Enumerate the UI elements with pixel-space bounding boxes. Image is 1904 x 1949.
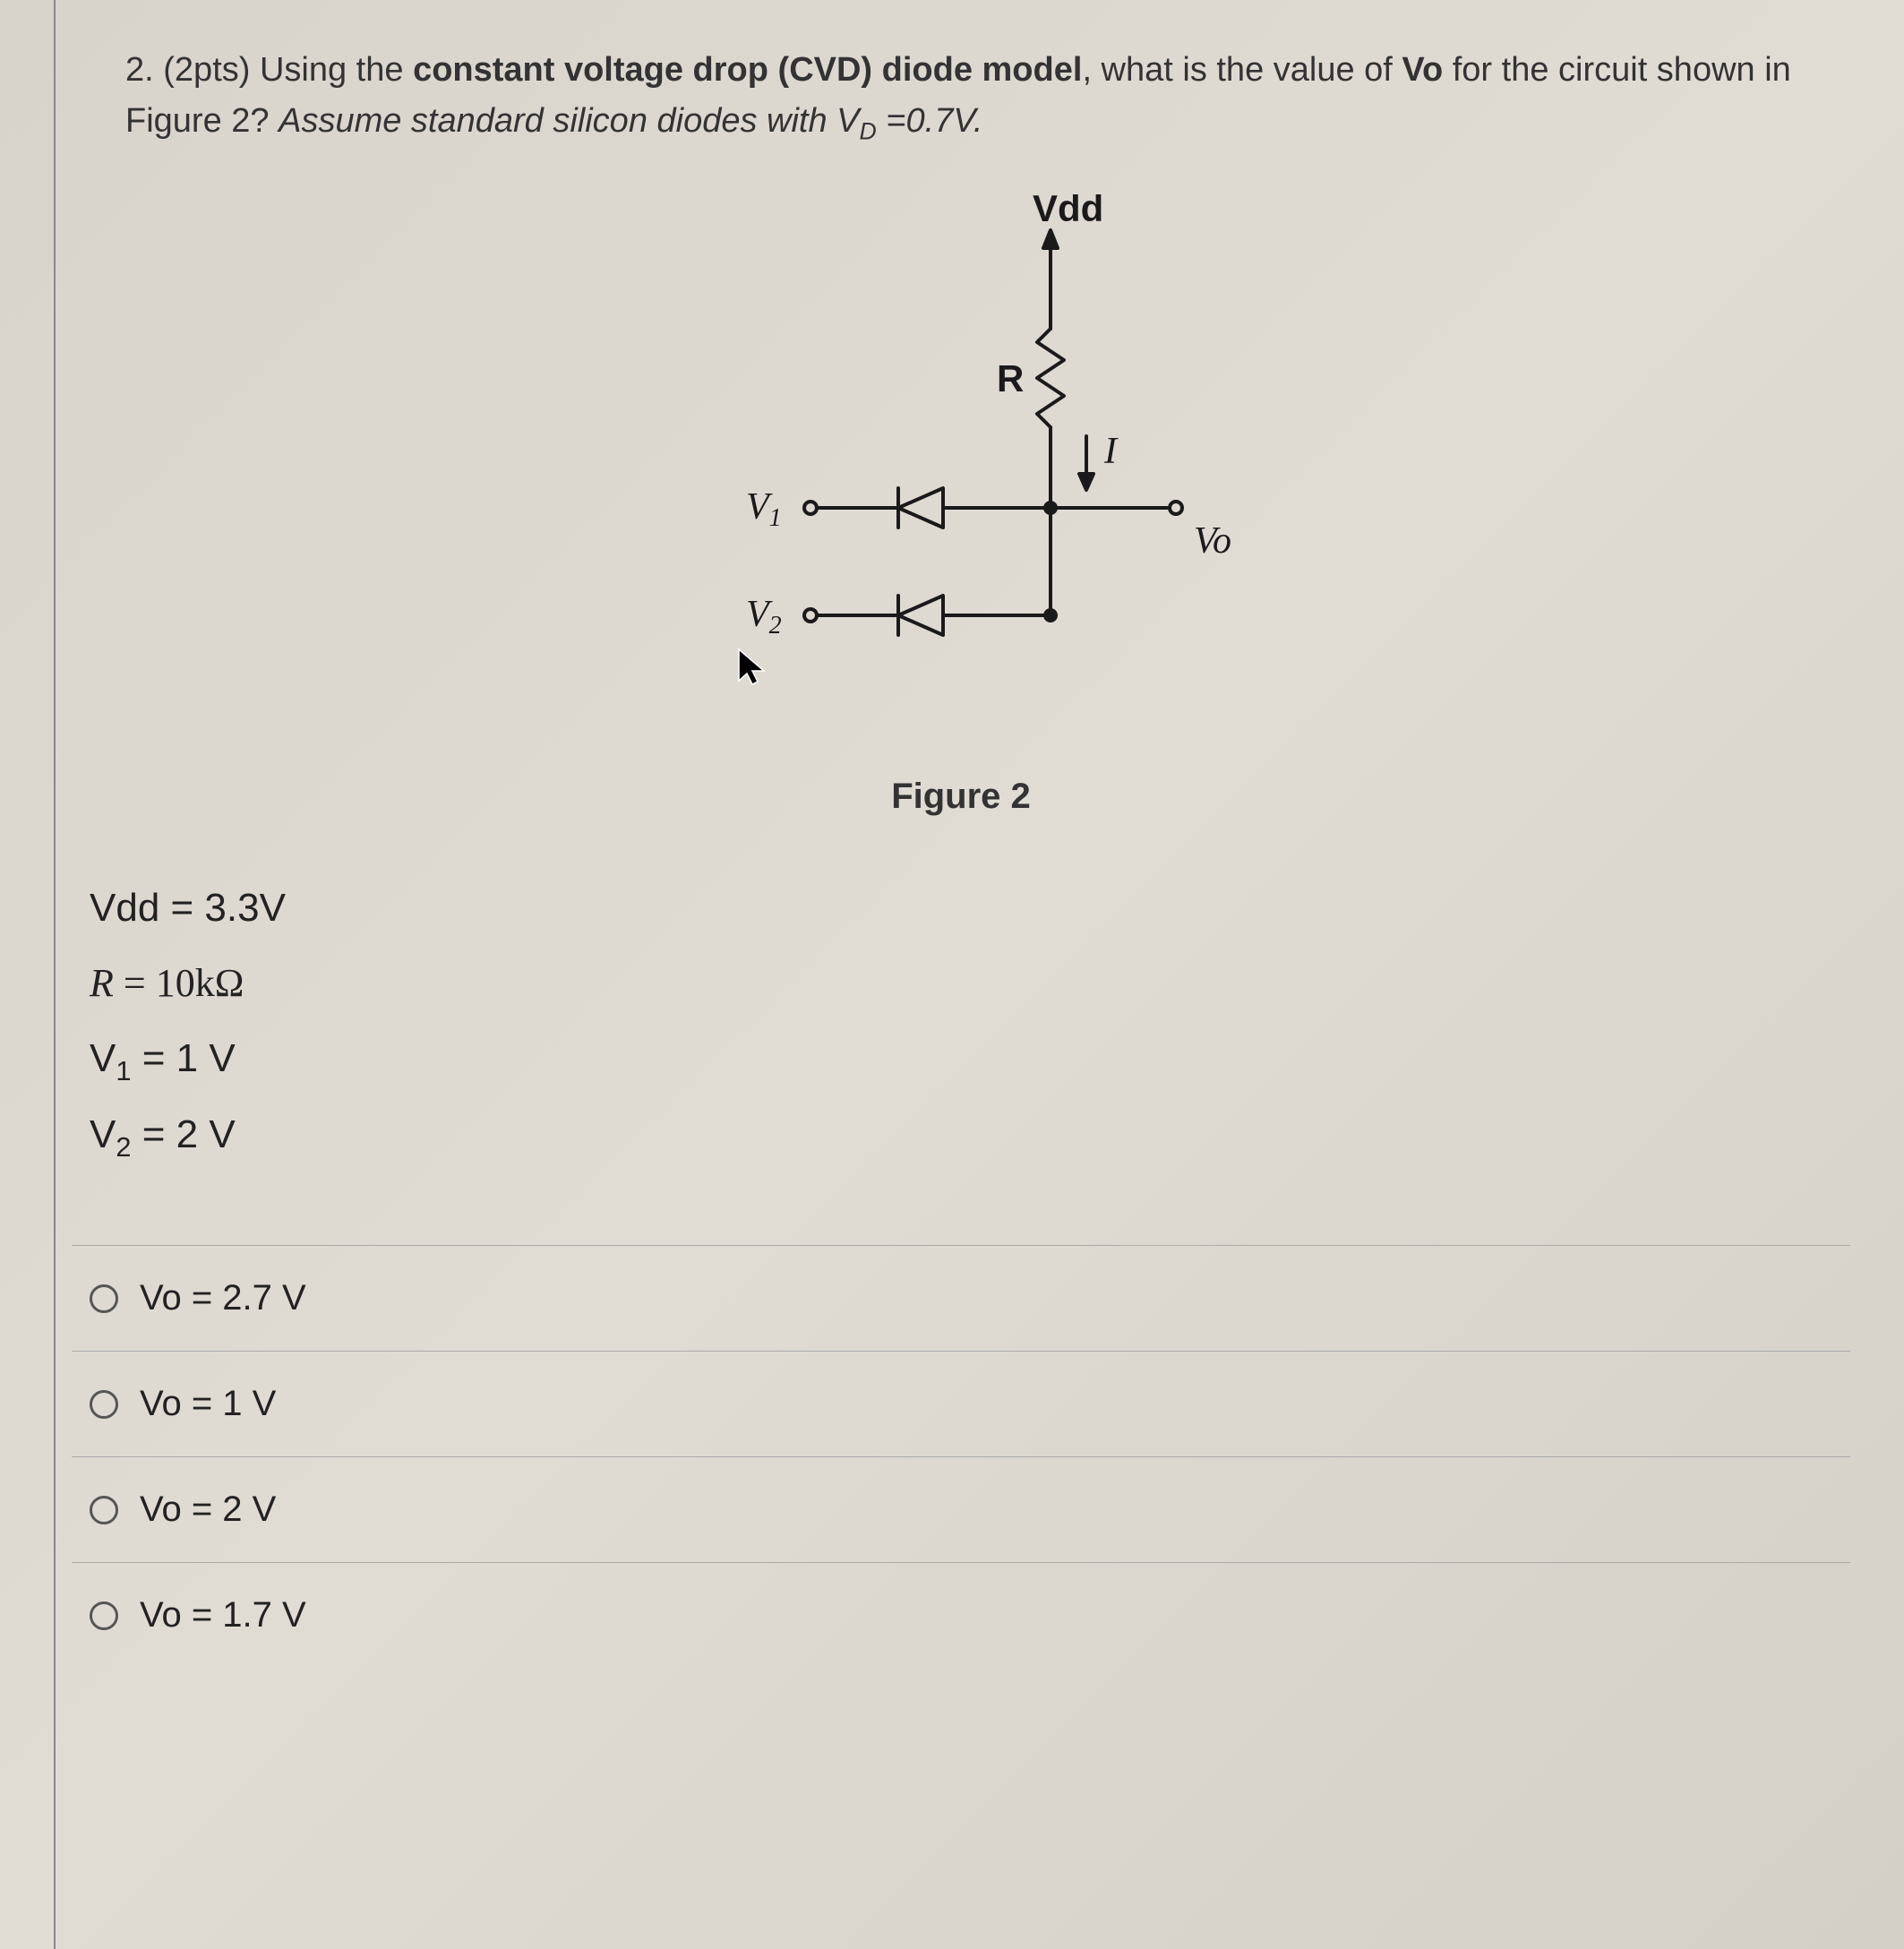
question-number: 2. [125,51,154,89]
figure-caption: Figure 2 [72,777,1850,817]
question-mid: , what is the value of [1082,51,1402,89]
question-points: (2pts) [163,51,250,89]
label-v1-sub: 1 [769,504,782,532]
option-c[interactable]: Vo = 2 V [72,1457,1850,1563]
radio-icon[interactable] [90,1496,118,1524]
figure-container: Vdd R I Vo V1 V2 [72,194,1850,750]
option-label: Vo = 1 V [140,1384,276,1424]
label-i: I [1103,431,1119,472]
given-parameters: Vdd = 3.3V R = 10kΩ V1 = 1 V V2 = 2 V [72,871,1850,1245]
option-label: Vo = 1.7 V [140,1595,306,1636]
svg-text:V1: V1 [746,486,782,532]
radio-icon[interactable] [90,1284,118,1313]
circuit-diagram: Vdd R I Vo V1 V2 [621,194,1301,750]
radio-icon[interactable] [90,1390,118,1419]
label-r: R [997,357,1024,399]
label-v2-sub: 2 [769,612,782,640]
param-r: R = 10kΩ [90,946,1850,1021]
radio-icon[interactable] [90,1601,118,1630]
option-b[interactable]: Vo = 1 V [72,1352,1850,1457]
option-a[interactable]: Vo = 2.7 V [72,1246,1850,1352]
option-label: Vo = 2.7 V [140,1278,306,1318]
option-label: Vo = 2 V [140,1490,276,1530]
question-assume: Assume standard silicon diodes with V [279,102,859,140]
page-content: 2. (2pts) Using the constant voltage dro… [0,0,1904,1695]
param-v2: V2 = 2 V [90,1097,1850,1173]
question-vo: Vo [1402,51,1443,89]
question-prompt: 2. (2pts) Using the constant voltage dro… [72,27,1850,150]
label-vdd: Vdd [1033,194,1103,229]
answer-options: Vo = 2.7 V Vo = 1 V Vo = 2 V Vo = 1.7 V [72,1245,1850,1668]
question-bold-phrase: constant voltage drop (CVD) diode model [413,51,1082,89]
option-d[interactable]: Vo = 1.7 V [72,1563,1850,1668]
param-v1: V1 = 1 V [90,1021,1850,1097]
svg-text:V2: V2 [746,594,782,640]
question-vd-eq: =0.7V. [877,102,983,140]
page-left-border [54,0,56,1949]
question-vd-sub: D [860,118,877,145]
label-vo: Vo [1194,520,1231,562]
param-vdd: Vdd = 3.3V [90,871,1850,946]
question-prefix: Using the [260,51,413,89]
